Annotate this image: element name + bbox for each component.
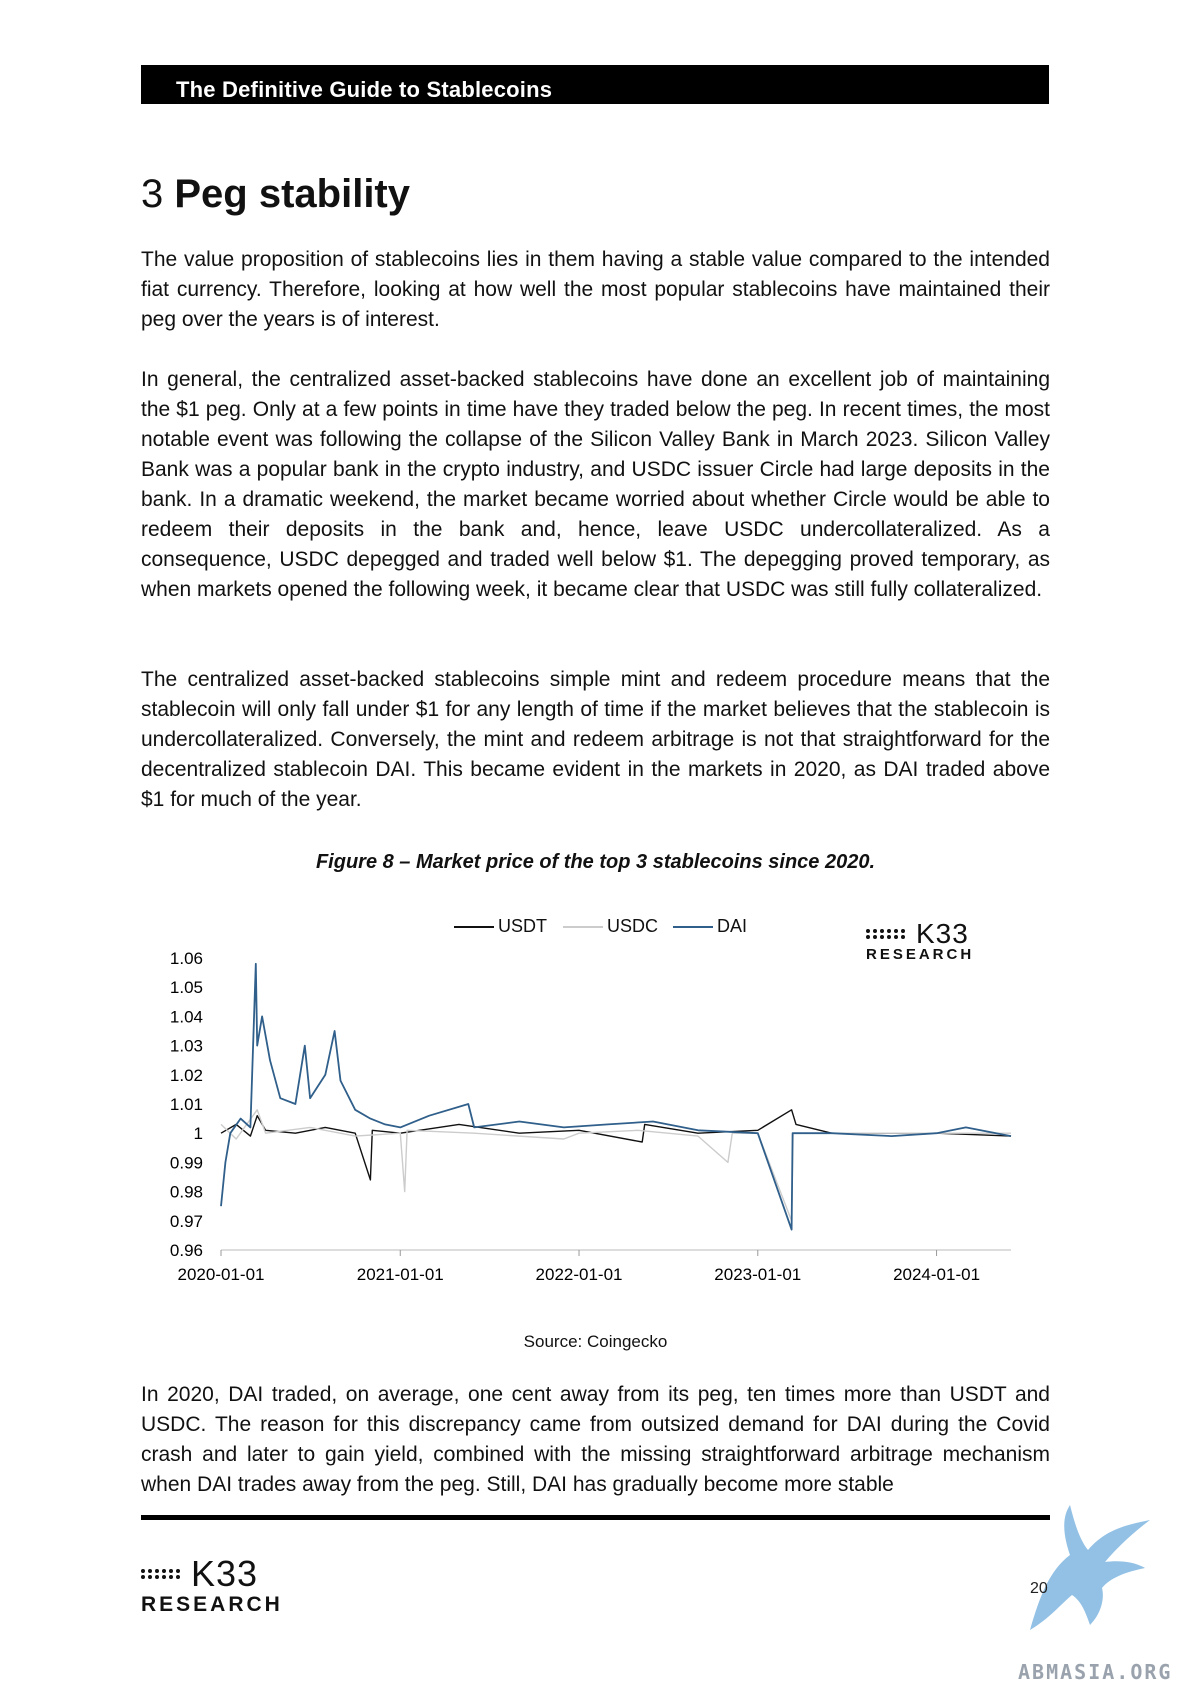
y-tick-label: 1.02 xyxy=(170,1066,203,1085)
y-tick-label: 0.96 xyxy=(170,1241,203,1260)
legend-item-dai: DAI xyxy=(673,916,747,937)
k33-dots-icon xyxy=(866,929,906,939)
chart-source: Source: Coingecko xyxy=(523,1332,668,1351)
paragraph-centralized: In general, the centralized asset-backed… xyxy=(141,368,1050,601)
legend-label-usdt: USDT xyxy=(498,916,547,936)
section-heading: Peg stability xyxy=(174,172,410,216)
x-tick-label: 2021-01-01 xyxy=(357,1265,444,1284)
y-tick-label: 0.98 xyxy=(170,1183,203,1202)
chart-logo-k33-text: K33 xyxy=(916,918,969,949)
legend-item-usdt: USDT xyxy=(454,916,547,937)
stablecoin-price-chart: USDT USDC DAI K33 RESEARCH 1.06 1.05 1.04 1… xyxy=(141,900,1050,1360)
y-tick-label: 1 xyxy=(194,1124,203,1143)
paragraph-intro: The value proposition of stablecoins lie… xyxy=(141,248,1050,331)
section-title: 3 Peg stability xyxy=(141,172,410,217)
watermark-text: ABMASIA.ORG xyxy=(1018,1660,1173,1684)
figure-caption: Figure 8 – Market price of the top 3 sta… xyxy=(315,851,876,873)
legend-label-dai: DAI xyxy=(717,916,748,936)
y-tick-label: 0.97 xyxy=(170,1212,203,1231)
chart-k33-logo: K33 RESEARCH xyxy=(866,918,974,963)
page-number: 20 xyxy=(1030,1580,1048,1597)
section-number: 3 xyxy=(141,172,164,216)
series-line-usdc xyxy=(220,1109,1011,1222)
legend-item-usdc: USDC xyxy=(563,916,658,937)
y-tick-label: 1.04 xyxy=(170,1007,203,1026)
footer-logo-k33-text: K33 xyxy=(191,1553,259,1594)
y-tick-label: 1.01 xyxy=(170,1095,203,1114)
footer-k33-dots-icon xyxy=(141,1569,181,1579)
y-tick-label: 1.05 xyxy=(170,978,203,997)
chart-plot-svg: 1.06 1.05 1.04 1.03 1.02 1.01 1 0.99 0.98 0.97 0.9… xyxy=(170,949,1012,1284)
footer-divider xyxy=(141,1515,1050,1520)
legend-swatch-usdc xyxy=(563,925,603,928)
x-tick-label: 2022-01-01 xyxy=(536,1265,623,1284)
y-tick-label: 0.99 xyxy=(170,1153,203,1172)
paragraph-dai-2020: In 2020, DAI traded, on average, one cen… xyxy=(141,1383,1050,1496)
series-line-dai xyxy=(220,962,1012,1231)
y-tick-label: 1.06 xyxy=(170,949,203,968)
paragraph-mint-redeem: The centralized asset-backed stablecoins… xyxy=(141,668,1050,811)
document-title: The Definitive Guide to Stablecoins xyxy=(176,77,553,102)
chart-logo-research-text: RESEARCH xyxy=(866,946,975,963)
series-line-usdt xyxy=(220,1109,1012,1181)
x-tick-label: 2023-01-01 xyxy=(714,1265,801,1284)
legend-swatch-usdt xyxy=(454,925,494,928)
legend-swatch-dai xyxy=(673,925,713,928)
y-tick-label: 1.03 xyxy=(170,1037,203,1056)
watermark-bird-icon xyxy=(1030,1505,1150,1630)
document-header: The Definitive Guide to Stablecoins xyxy=(141,65,1049,104)
footer-k33-logo: K33 RESEARCH xyxy=(141,1553,283,1617)
footer-logo-research-text: RESEARCH xyxy=(141,1593,283,1616)
legend-label-usdc: USDC xyxy=(607,916,659,936)
x-tick-label: 2024-01-01 xyxy=(893,1265,980,1284)
x-tick-label: 2020-01-01 xyxy=(178,1265,265,1284)
